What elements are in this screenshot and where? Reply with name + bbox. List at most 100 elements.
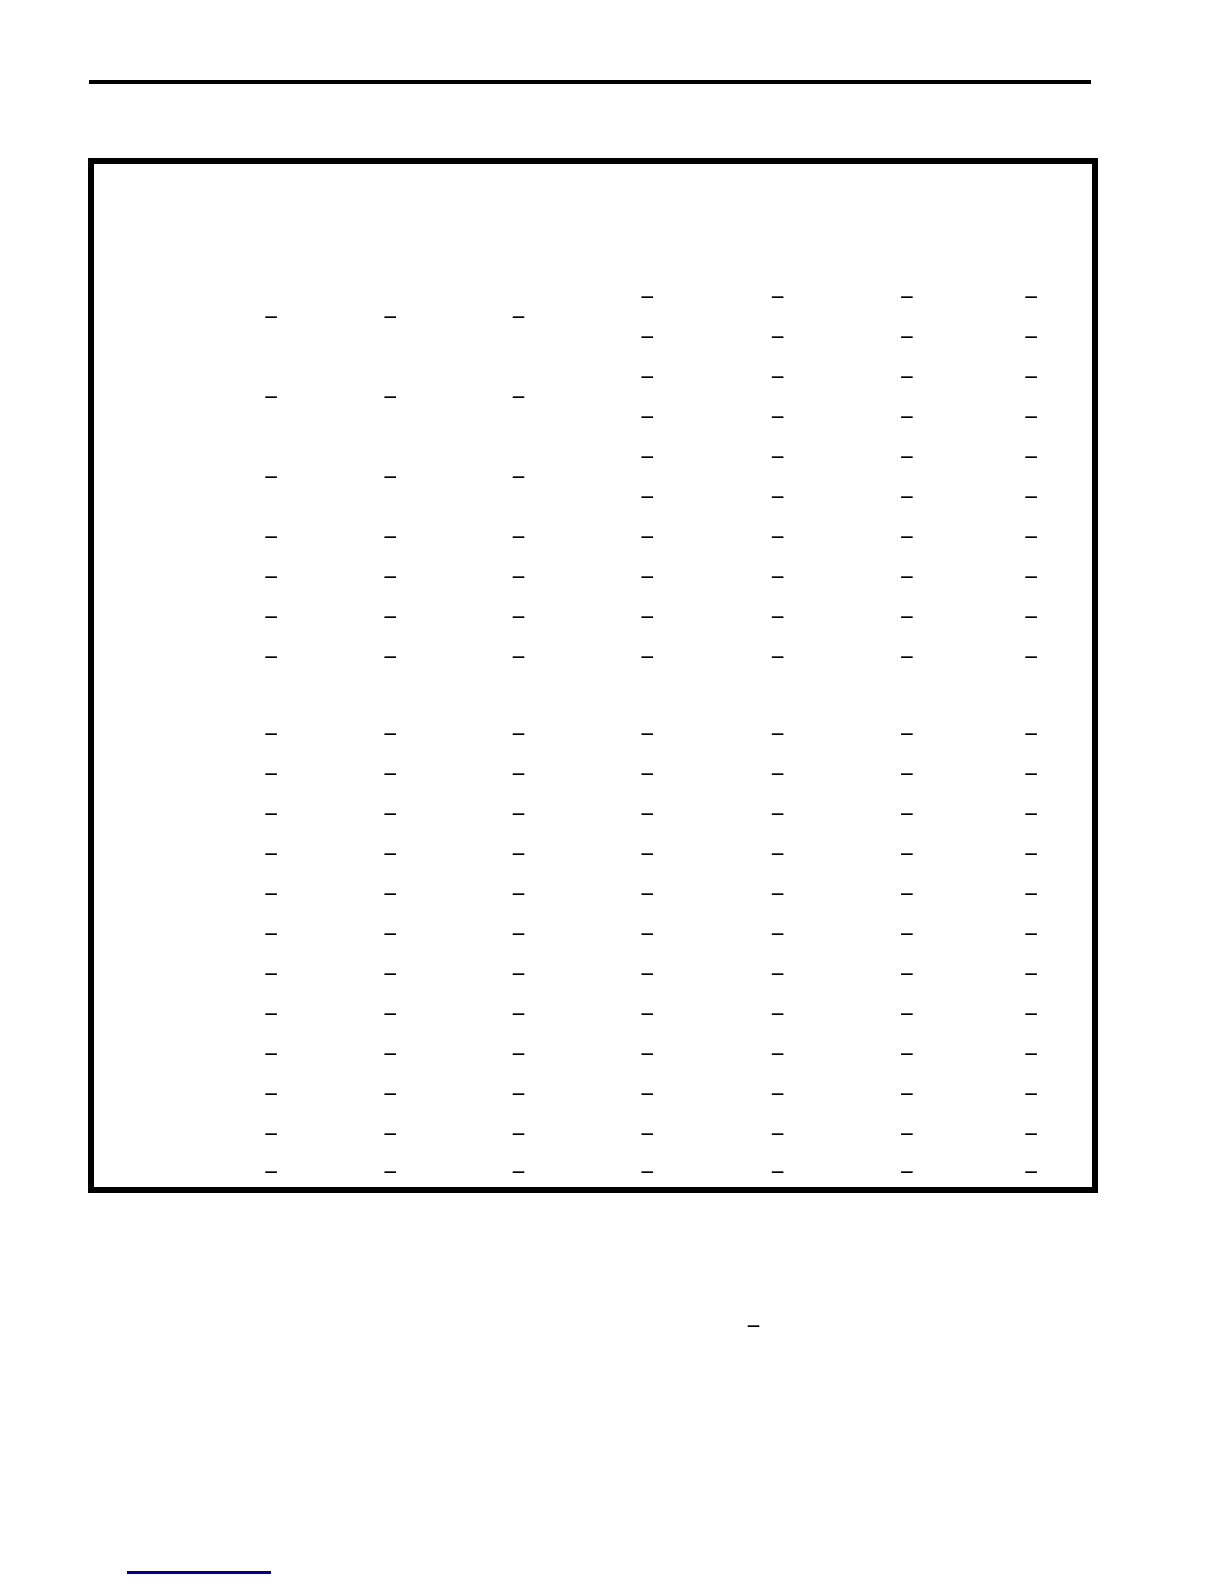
table-cell	[91, 830, 216, 870]
dash-value: —	[771, 766, 785, 782]
table-cell: —	[326, 353, 454, 433]
table-cell: —	[216, 870, 327, 910]
table-cell: —	[712, 1030, 844, 1070]
dash-value: —	[640, 966, 654, 982]
dash-value: —	[512, 966, 526, 982]
table-cell: —	[454, 633, 583, 673]
table-cell: —	[843, 870, 970, 910]
table-cell: —	[970, 1110, 1095, 1150]
table-cell: —	[326, 513, 454, 553]
header-cell	[326, 237, 454, 273]
table-cell: —	[712, 513, 844, 553]
table-cell: —	[216, 1030, 327, 1070]
table-cell: —	[843, 1070, 970, 1110]
dash-value: —	[512, 1086, 526, 1102]
dash-value: —	[640, 1126, 654, 1142]
table-cell: —	[326, 1070, 454, 1110]
single-row: — — — — — — —	[91, 513, 1095, 553]
dash-value: —	[383, 1165, 397, 1180]
dash-value: —	[512, 886, 526, 902]
group-subrow: — — — —	[91, 473, 1095, 513]
header-cell	[843, 237, 970, 273]
dash-value: —	[771, 609, 785, 625]
dash-value: —	[640, 529, 654, 545]
table-cell: —	[216, 353, 327, 433]
table-cell: —	[843, 710, 970, 750]
table-cell: —	[326, 1110, 454, 1150]
table-cell: —	[843, 273, 970, 313]
table-cell: —	[583, 513, 712, 553]
table-cell: —	[583, 790, 712, 830]
dash-value: —	[640, 846, 654, 862]
footer-link[interactable]	[127, 1571, 271, 1574]
bottom-row: — — — — — — —	[91, 950, 1095, 990]
dash-value: —	[900, 489, 914, 505]
table-cell: —	[970, 790, 1095, 830]
table-cell	[91, 473, 216, 513]
table-cell: —	[454, 1150, 583, 1190]
table-cell: —	[970, 910, 1095, 950]
dash-value: —	[383, 886, 397, 902]
dash-value: —	[900, 886, 914, 902]
table-cell: —	[970, 1070, 1095, 1110]
dash-value: —	[383, 1046, 397, 1062]
table-cell: —	[326, 1030, 454, 1070]
table-cell: —	[454, 1070, 583, 1110]
dash-value: —	[900, 766, 914, 782]
dash-value: —	[640, 489, 654, 505]
dash-value: —	[264, 1006, 278, 1022]
dash-value: —	[900, 609, 914, 625]
table-cell	[91, 513, 216, 553]
table-cell: —	[970, 830, 1095, 870]
data-table: — — — — — — — — — — — — — — — — — — — — — — — — — — — — — — — — — — — — — — — —…	[88, 158, 1098, 1193]
table-cell: —	[583, 710, 712, 750]
table-cell: —	[583, 633, 712, 673]
table-cell: —	[454, 1110, 583, 1150]
dash-value: —	[1024, 766, 1038, 782]
dash-value: —	[640, 649, 654, 665]
header-cell	[326, 161, 583, 237]
table-cell: —	[970, 1150, 1095, 1190]
group-subrow: — — — —	[91, 393, 1095, 433]
dash-value: —	[383, 806, 397, 822]
table-cell: —	[216, 950, 327, 990]
table-cell: —	[712, 910, 844, 950]
dash-value: —	[383, 529, 397, 545]
table-cell: —	[583, 870, 712, 910]
table-cell: —	[843, 593, 970, 633]
table-cell: —	[454, 750, 583, 790]
table-cell: —	[454, 513, 583, 553]
table-cell	[91, 1070, 216, 1110]
dash-value: —	[512, 926, 526, 942]
table-cell: —	[712, 1150, 844, 1190]
dash-value: —	[771, 649, 785, 665]
table-cell: —	[583, 990, 712, 1030]
dash-value: —	[264, 389, 278, 405]
dash-value: —	[771, 529, 785, 545]
dash-value: —	[264, 529, 278, 545]
dash-value: —	[771, 369, 785, 385]
dash-value: —	[1024, 649, 1038, 665]
header-cell	[216, 161, 327, 237]
bottom-row: — — — — — — —	[91, 1070, 1095, 1110]
table-cell: —	[326, 870, 454, 910]
single-row: — — — — — — —	[91, 553, 1095, 593]
table-cell: —	[583, 473, 712, 513]
dash-value: —	[264, 926, 278, 942]
table-cell: —	[712, 313, 844, 353]
table-cell: —	[326, 910, 454, 950]
dash-value: —	[264, 1165, 278, 1180]
dash-value: —	[1024, 489, 1038, 505]
table-cell: —	[326, 593, 454, 633]
header-cell	[91, 161, 216, 237]
header-cell	[970, 237, 1095, 273]
divider-cell	[454, 673, 583, 710]
dash-value: —	[512, 649, 526, 665]
dash-value: —	[512, 609, 526, 625]
bottom-row: — — — — — — —	[91, 750, 1095, 790]
dash-value: —	[264, 469, 278, 485]
header-row-1	[91, 161, 1095, 237]
dash-value: —	[1024, 449, 1038, 465]
dash-value: —	[264, 886, 278, 902]
dash-value: —	[771, 449, 785, 465]
